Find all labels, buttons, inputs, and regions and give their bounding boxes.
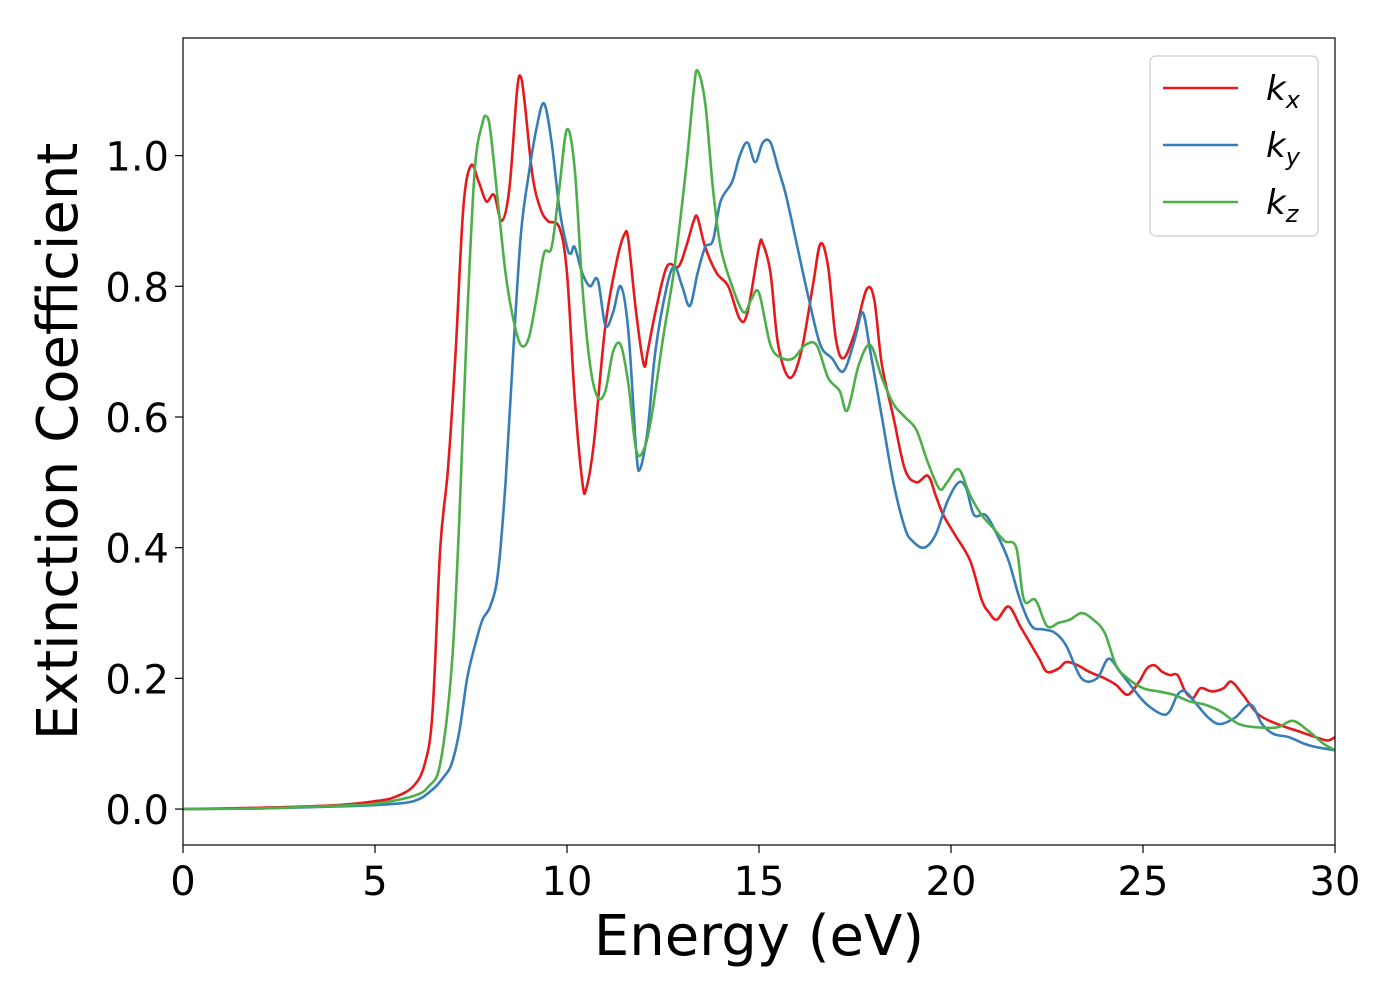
y-tick-label: 1.0	[105, 135, 169, 181]
series-line-y	[183, 102, 1335, 811]
x-tick-label: 25	[1118, 859, 1169, 905]
y-tick-label: 0.4	[105, 527, 169, 573]
x-tick-label: 10	[542, 859, 593, 905]
x-tick-label: 0	[170, 859, 195, 905]
legend-label-z: kz	[1266, 183, 1300, 228]
x-axis-ticks: 0 5 10 15 20 25 30	[170, 845, 1360, 905]
y-tick-label: 0.0	[105, 788, 169, 834]
series-line-x	[183, 74, 1335, 811]
y-tick-label: 0.2	[105, 657, 169, 703]
series-layer	[183, 68, 1335, 811]
y-axis-ticks: 0.0 0.2 0.4 0.6 0.8 1.0	[105, 135, 183, 834]
x-tick-label: 30	[1310, 859, 1361, 905]
legend: kx ky kz	[1149, 55, 1319, 237]
x-axis-title: Energy (eV)	[594, 904, 924, 969]
x-tick-label: 5	[362, 859, 387, 905]
x-tick-label: 15	[734, 859, 785, 905]
series-line-z	[183, 68, 1335, 811]
legend-label-x: kx	[1266, 69, 1301, 114]
y-tick-label: 0.8	[105, 265, 169, 311]
legend-label-y: ky	[1266, 126, 1301, 171]
y-tick-label: 0.6	[105, 396, 169, 442]
y-axis-title: Extinction Coefficient	[26, 143, 91, 741]
x-tick-label: 20	[926, 859, 977, 905]
